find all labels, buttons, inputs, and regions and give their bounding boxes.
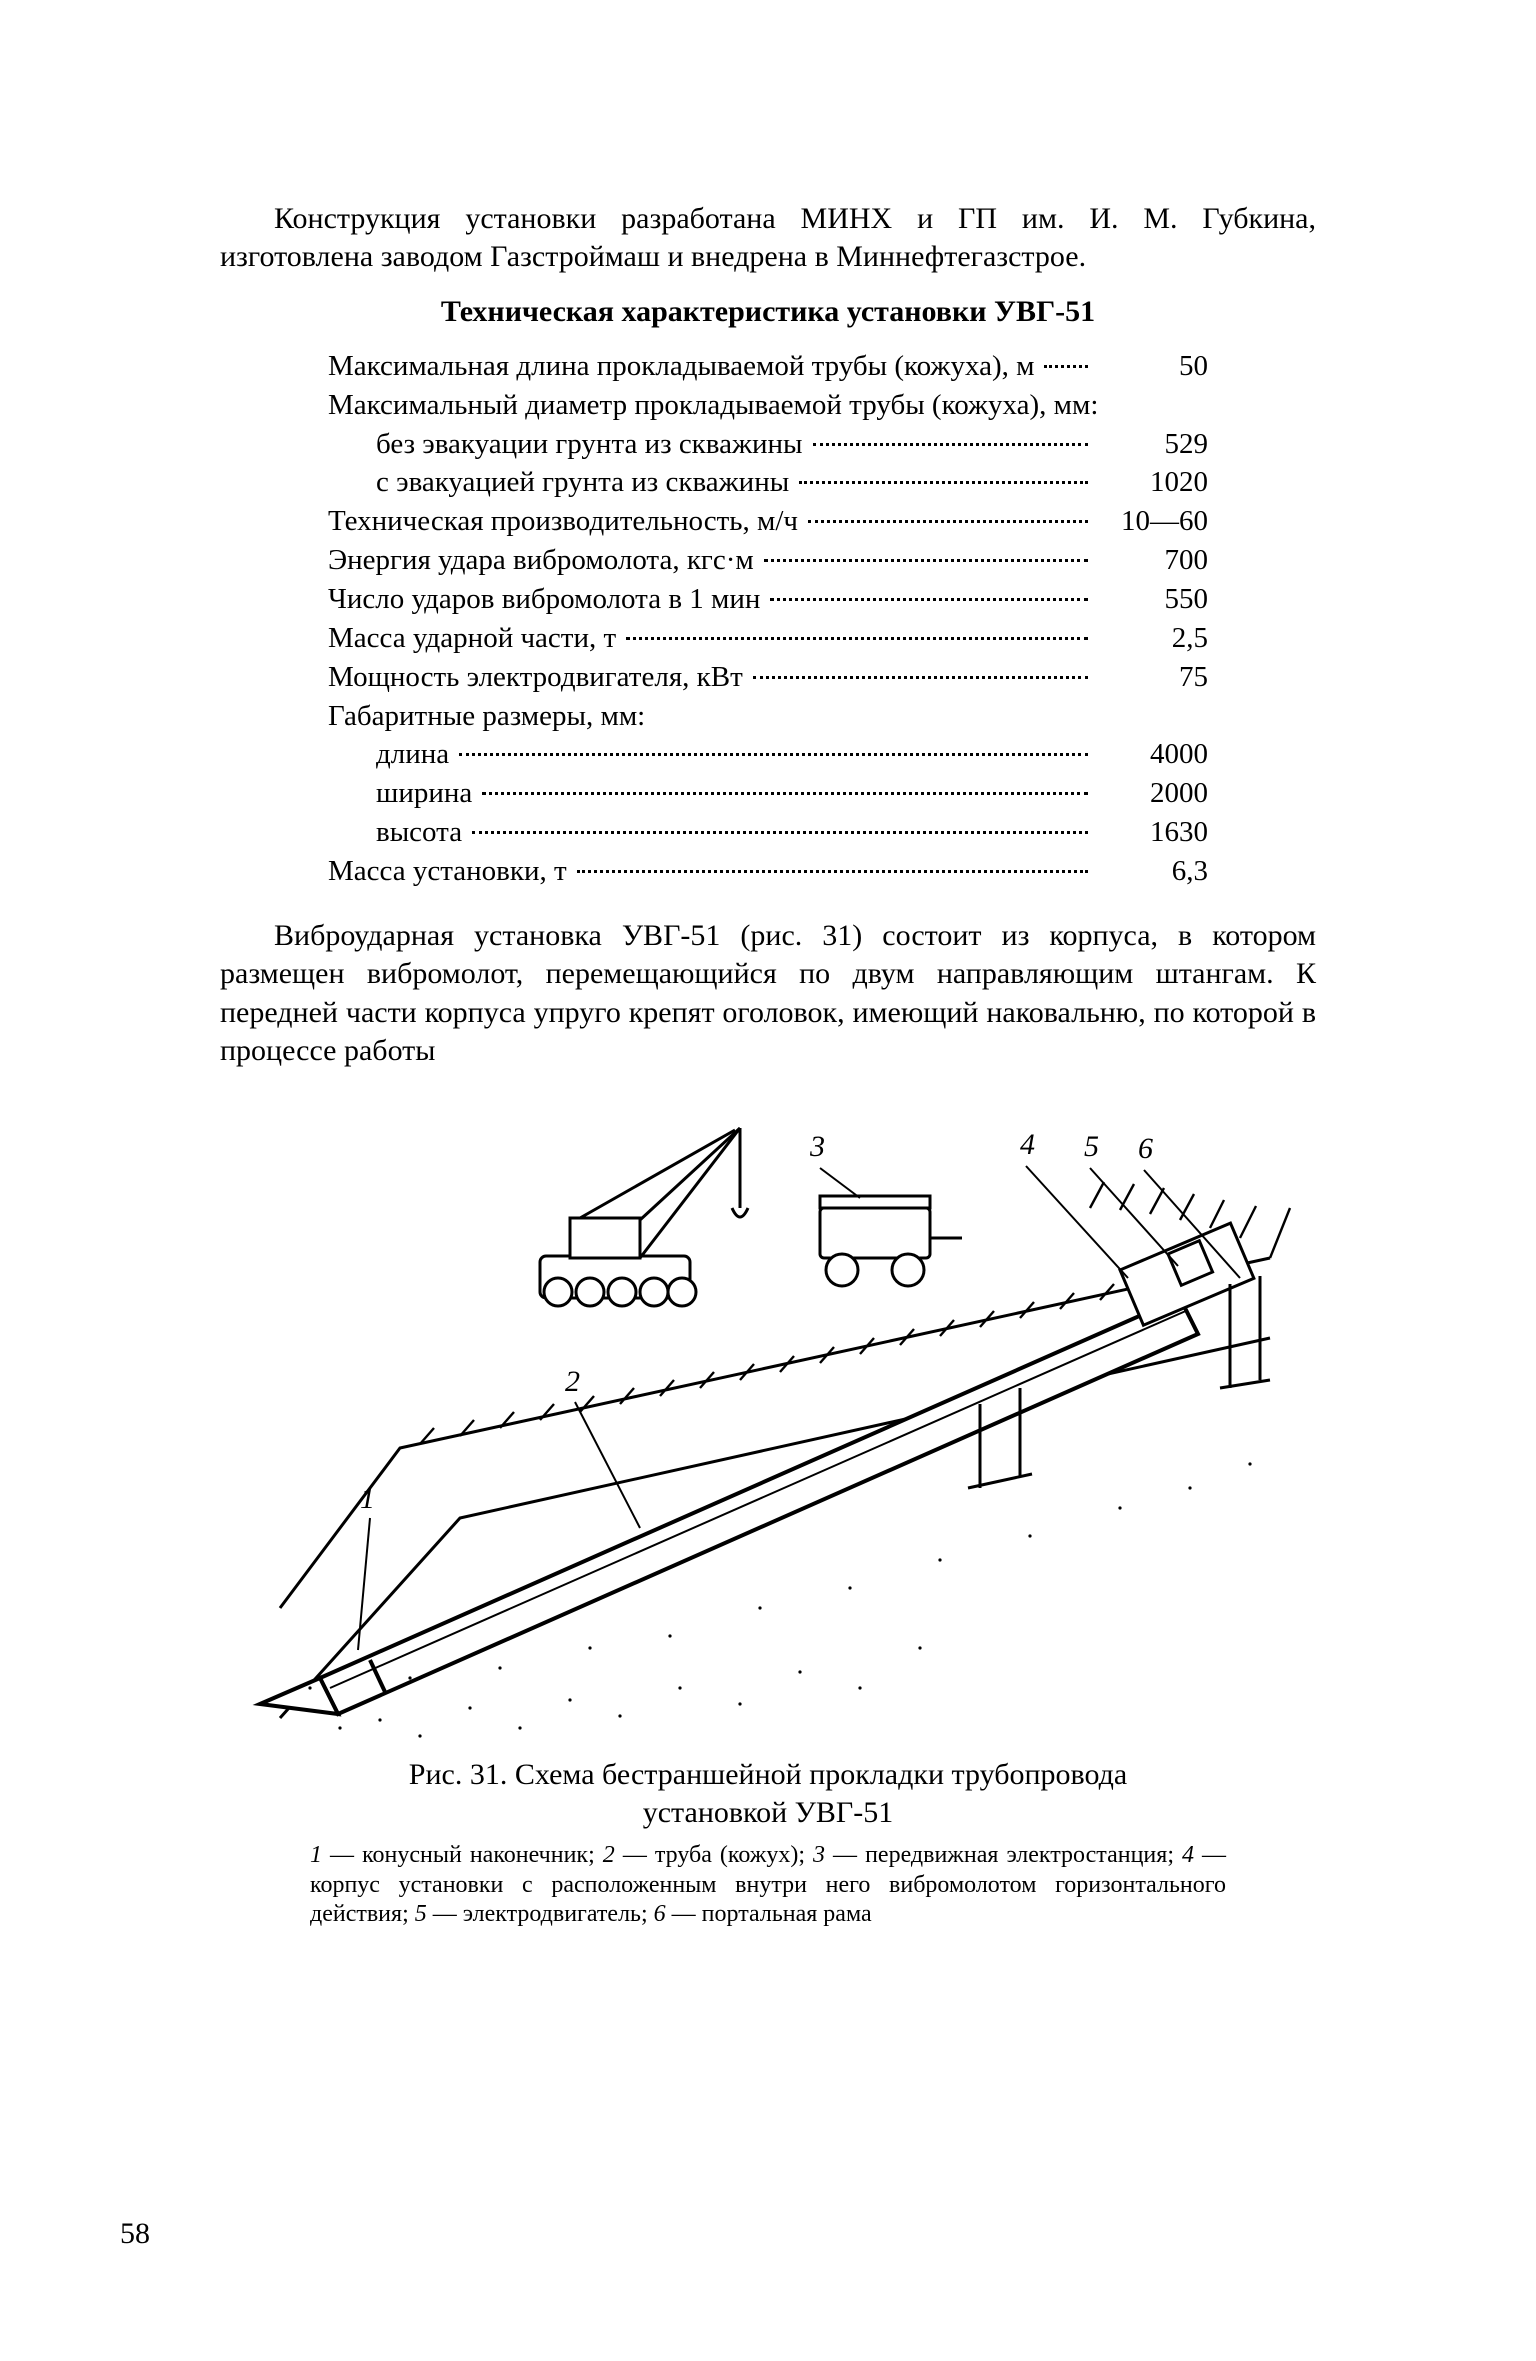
spec-row: длина 4000 — [328, 735, 1208, 774]
spec-label: высота — [328, 813, 462, 852]
spec-value: 529 — [1098, 425, 1208, 464]
spec-row: Техническая производительность, м/ч 10—60 — [328, 502, 1208, 541]
spec-label: Число ударов вибромолота в 1 мин — [328, 580, 760, 619]
leader-dots — [472, 831, 1088, 834]
leader-dots — [626, 637, 1088, 640]
spec-row: Максимальный диаметр прокладываемой труб… — [328, 386, 1208, 425]
spec-label: Энергия удара вибромолота, кгс·м — [328, 541, 754, 580]
spec-value: 75 — [1098, 658, 1208, 697]
intro-paragraph: Конструкция установки разработана МИНХ и… — [220, 200, 1316, 277]
spec-label: Максимальная длина прокладываемой трубы … — [328, 347, 1034, 386]
spec-label: ширина — [328, 774, 472, 813]
leader-dots — [482, 792, 1088, 795]
spec-value: 4000 — [1098, 735, 1208, 774]
figure-legend: 1 — конусный наконечник; 2 — труба (кожу… — [310, 1841, 1226, 1929]
leader-dots — [764, 559, 1088, 562]
spec-value: 1630 — [1098, 813, 1208, 852]
spec-label: Мощность электродвигателя, кВт — [328, 658, 743, 697]
callout-5: 5 — [1084, 1130, 1099, 1163]
leader-dots — [770, 598, 1088, 601]
callout-2: 2 — [565, 1365, 580, 1398]
leader-dots — [808, 520, 1088, 523]
spec-row: Масса установки, т 6,3 — [328, 852, 1208, 891]
spec-label: Техническая производительность, м/ч — [328, 502, 798, 541]
legend-3: передвижная электростанция — [865, 1842, 1167, 1868]
figure-31: 1 2 3 4 5 6 — [220, 1088, 1320, 1748]
callout-6: 6 — [1138, 1132, 1153, 1165]
leader-dots — [459, 753, 1088, 756]
spec-row: Число ударов вибромолота в 1 мин 550 — [328, 580, 1208, 619]
spec-value: 6,3 — [1098, 852, 1208, 891]
spec-row: Мощность электродвигателя, кВт 75 — [328, 658, 1208, 697]
spec-value: 50 — [1098, 347, 1208, 386]
leader-dots — [577, 870, 1088, 873]
legend-5: электродвигатель — [463, 1901, 641, 1927]
spec-label: Масса установки, т — [328, 852, 567, 891]
spec-row: Энергия удара вибромолота, кгс·м 700 — [328, 541, 1208, 580]
legend-2: труба (кожух) — [655, 1842, 798, 1868]
leader-dots — [1044, 365, 1088, 368]
spec-row: Максимальная длина прокладываемой трубы … — [328, 347, 1208, 386]
specs-table: Максимальная длина прокладываемой трубы … — [328, 347, 1208, 891]
spec-value: 1020 — [1098, 463, 1208, 502]
intro-text: Конструкция установки разработана МИНХ и… — [220, 202, 1316, 273]
spec-label: Габаритные размеры, мм: — [328, 697, 645, 736]
spec-label: без эвакуации грунта из скважины — [328, 425, 803, 464]
spec-row: Масса ударной части, т 2,5 — [328, 619, 1208, 658]
spec-label: с эвакуацией грунта из скважины — [328, 463, 789, 502]
callout-1: 1 — [360, 1482, 375, 1515]
callout-3: 3 — [809, 1130, 825, 1163]
body-text: Виброударная установка УВГ-51 (рис. 31) … — [220, 919, 1316, 1067]
spec-label: Масса ударной части, т — [328, 619, 616, 658]
spec-value: 550 — [1098, 580, 1208, 619]
callout-4: 4 — [1020, 1128, 1035, 1161]
legend-6: портальная рама — [702, 1901, 872, 1927]
spec-row: высота 1630 — [328, 813, 1208, 852]
spec-value: 2000 — [1098, 774, 1208, 813]
spec-label: длина — [328, 735, 449, 774]
spec-row: без эвакуации грунта из скважины 529 — [328, 425, 1208, 464]
spec-row: с эвакуацией грунта из скважины 1020 — [328, 463, 1208, 502]
leader-dots — [753, 676, 1088, 679]
section-title: Техническая характеристика установки УВГ… — [220, 295, 1316, 329]
page-number: 58 — [120, 2217, 150, 2251]
body-paragraph: Виброударная установка УВГ-51 (рис. 31) … — [220, 917, 1316, 1071]
spec-label: Максимальный диаметр прокладываемой труб… — [328, 386, 1098, 425]
leader-dots — [813, 443, 1088, 446]
figure-svg: 1 2 3 4 5 6 — [220, 1088, 1320, 1748]
spec-value: 2,5 — [1098, 619, 1208, 658]
legend-1: конусный наконечник — [362, 1842, 588, 1868]
spec-row: Габаритные размеры, мм: — [328, 697, 1208, 736]
figure-caption: Рис. 31. Схема бестраншейной прокладки т… — [340, 1756, 1196, 1831]
spec-row: ширина 2000 — [328, 774, 1208, 813]
spec-value: 700 — [1098, 541, 1208, 580]
spec-value: 10—60 — [1098, 502, 1208, 541]
page: Конструкция установки разработана МИНХ и… — [0, 0, 1536, 2361]
leader-dots — [799, 481, 1088, 484]
